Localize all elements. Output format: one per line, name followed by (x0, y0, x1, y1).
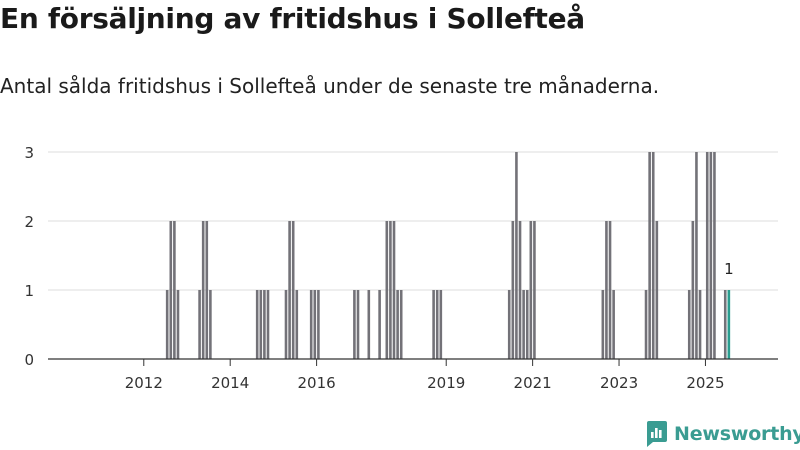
bar (525, 290, 529, 359)
y-tick-label: 1 (24, 282, 34, 300)
x-tick-label: 2025 (686, 374, 724, 392)
bar (713, 152, 716, 359)
bar (698, 290, 702, 359)
bar (691, 221, 695, 359)
bar (439, 290, 443, 359)
bar (205, 221, 209, 359)
bar (295, 290, 299, 359)
x-tick-label: 2014 (211, 374, 249, 392)
bar (385, 221, 389, 359)
bar (165, 290, 169, 359)
bar (529, 221, 533, 359)
x-tick-label: 2016 (298, 374, 336, 392)
bar (608, 221, 612, 359)
bar (515, 152, 518, 359)
chart-title: En försäljning av fritidshus i Sollefteå (0, 2, 585, 35)
bar (687, 290, 691, 359)
x-tick-label: 2019 (427, 374, 465, 392)
data-label: 1 (724, 260, 734, 278)
bar (201, 221, 205, 359)
chart-subtitle: Antal sålda fritidshus i Sollefteå under… (0, 74, 660, 98)
bar (378, 290, 381, 359)
bar (392, 221, 396, 359)
bar (353, 290, 356, 359)
bar (705, 152, 709, 359)
bar (655, 221, 659, 359)
bar (605, 221, 608, 359)
bar (317, 290, 320, 359)
bar (396, 290, 399, 359)
x-tick-label: 2012 (125, 374, 163, 392)
bar (522, 290, 525, 359)
bar (507, 290, 511, 359)
bar (367, 290, 371, 359)
bar (173, 221, 176, 359)
x-tick-label: 2023 (600, 374, 638, 392)
newsworthy-logo-icon (647, 421, 667, 447)
bar (518, 221, 522, 359)
bar (612, 290, 615, 359)
highlight-bar (727, 290, 731, 359)
brand-logo: Newsworthy (644, 419, 800, 449)
bar (284, 290, 288, 359)
brand-name: Newsworthy (674, 423, 800, 445)
bar (356, 290, 360, 359)
bar (169, 221, 173, 359)
bar (313, 290, 317, 359)
bar (648, 152, 651, 359)
y-tick-label: 3 (24, 144, 34, 162)
bar (255, 290, 259, 359)
bar (291, 221, 295, 359)
bar (176, 290, 180, 359)
bar (511, 221, 515, 359)
bar (601, 290, 605, 359)
x-tick-label: 2021 (514, 374, 552, 392)
bar (709, 152, 713, 359)
bar (259, 290, 263, 359)
bar (389, 221, 392, 359)
bar (723, 290, 727, 359)
bar (266, 290, 270, 359)
bar (533, 221, 536, 359)
bar (309, 290, 313, 359)
bar (263, 290, 266, 359)
bar (644, 290, 648, 359)
bar (651, 152, 655, 359)
bar (435, 290, 439, 359)
bar (695, 152, 698, 359)
bar (198, 290, 201, 359)
bar (432, 290, 435, 359)
bar (399, 290, 403, 359)
y-tick-label: 0 (24, 351, 34, 369)
bar (288, 221, 291, 359)
y-tick-label: 2 (24, 213, 34, 231)
bar (209, 290, 212, 359)
